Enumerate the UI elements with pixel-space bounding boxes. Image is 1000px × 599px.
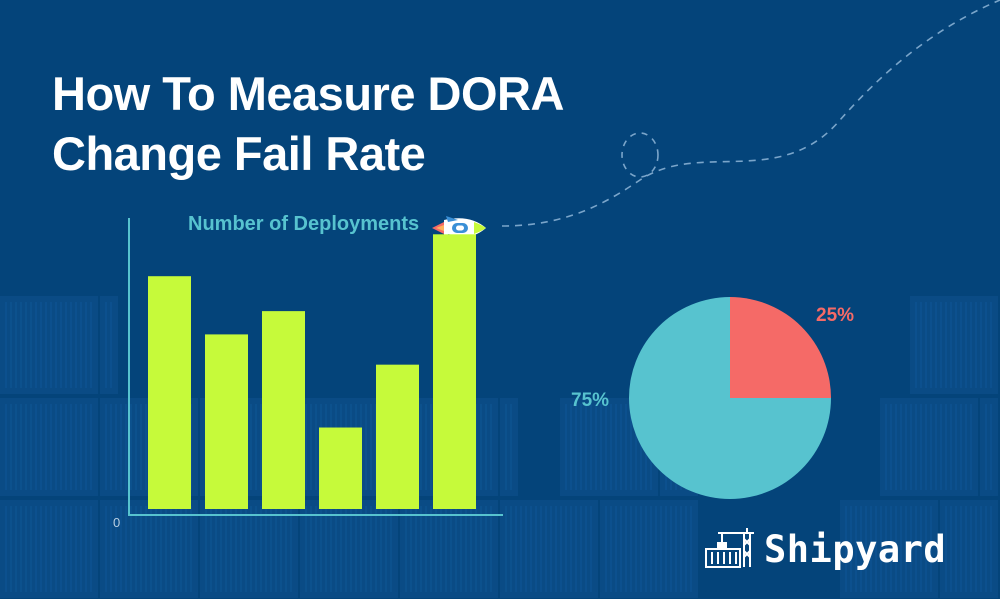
background-container [500, 398, 518, 496]
shipyard-logo: Shipyard [704, 524, 946, 574]
title-line-1: How To Measure DORA [52, 67, 564, 120]
bar-6 [433, 234, 476, 509]
background-container [100, 296, 118, 394]
brand-name: Shipyard [764, 527, 947, 571]
bar-1 [148, 276, 191, 509]
title-line-2: Change Fail Rate [52, 127, 426, 180]
pie-label-fail: 25% [816, 305, 855, 326]
bar-chart-title: Number of Deployments [188, 213, 420, 235]
background-container [940, 500, 998, 598]
y-tick-label: 0 [113, 515, 121, 530]
pie-slice-1 [730, 297, 831, 398]
pie-slice-2 [629, 297, 831, 499]
bar-4 [319, 427, 362, 509]
bar-2 [205, 334, 248, 509]
bar-5 [376, 364, 419, 509]
page-title: How To Measure DORA Change Fail Rate [52, 64, 564, 184]
background-container [980, 398, 998, 496]
shipyard-crane-icon [705, 528, 754, 568]
background-container [910, 296, 998, 394]
bar-3 [262, 311, 305, 509]
pie-label-success: 75% [571, 390, 610, 411]
